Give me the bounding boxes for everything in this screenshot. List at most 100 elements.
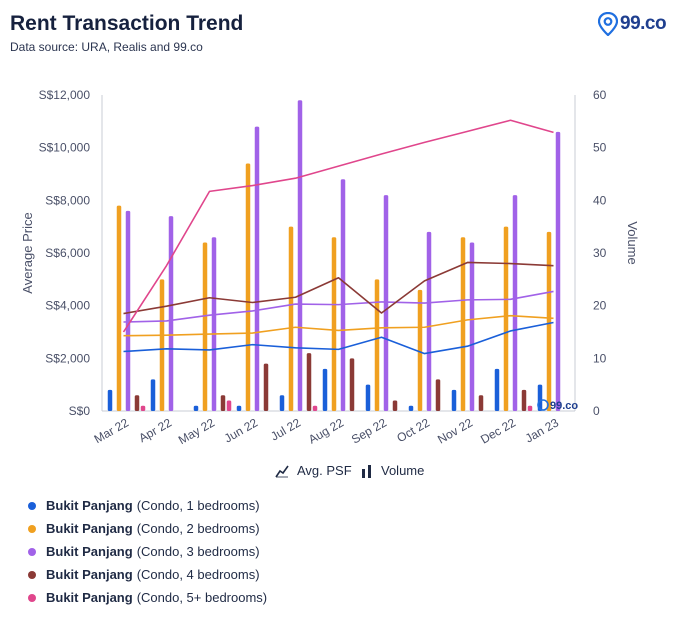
bar: [521, 389, 527, 411]
x-tick-label: Jul 22: [268, 415, 303, 443]
x-tick-label: Jun 22: [222, 415, 260, 445]
bar-chart-icon: [362, 464, 371, 478]
y-left-tick-label: S$0: [69, 404, 91, 418]
legend-dot-icon: [28, 524, 36, 533]
x-tick-label: Mar 22: [92, 415, 132, 446]
bar: [134, 395, 140, 411]
y-right-tick-label: 60: [593, 88, 607, 102]
bar: [193, 405, 199, 411]
bar: [116, 205, 122, 411]
y-right-tick-label: 30: [593, 246, 607, 260]
bar: [365, 384, 371, 411]
y-left-tick-label: S$8,000: [45, 193, 90, 207]
bar: [435, 379, 441, 411]
legend-item-detail: (Condo, 2 bedrooms): [136, 521, 260, 536]
legend-item[interactable]: Bukit Panjang (Condo, 5+ bedrooms): [28, 590, 267, 605]
bar: [383, 195, 389, 411]
legend-item[interactable]: Bukit Panjang (Condo, 2 bedrooms): [28, 521, 260, 536]
y-left-tick-label: S$4,000: [45, 299, 90, 313]
y-right-tick-label: 10: [593, 351, 607, 365]
legend-item[interactable]: Bukit Panjang (Condo, 4 bedrooms): [28, 567, 260, 582]
legend-dot-icon: [28, 570, 36, 579]
legend-dot-icon: [28, 547, 36, 556]
bar: [288, 226, 294, 411]
map-pin-icon: [598, 12, 618, 36]
y-left-tick-label: S$2,000: [45, 351, 90, 365]
series-line: [123, 314, 554, 337]
legend-item-name: Bukit Panjang: [46, 521, 133, 536]
y-right-tick-label: 0: [593, 404, 600, 418]
bar: [312, 405, 318, 411]
bar: [159, 279, 165, 411]
bar: [451, 389, 457, 411]
logo-wordmark: 99.co: [620, 13, 667, 34]
bar: [340, 179, 346, 411]
bar: [331, 237, 337, 411]
y-right-tick-label: 20: [593, 299, 607, 313]
legend-item-detail: (Condo, 4 bedrooms): [136, 567, 260, 582]
x-tick-label: Jan 23: [523, 415, 561, 445]
avg-psf-toggle[interactable]: Avg. PSF: [275, 463, 352, 478]
bar: [478, 395, 484, 411]
y-right-tick-label: 50: [593, 141, 607, 155]
bar: [211, 237, 217, 411]
watermark-pin-icon: [537, 399, 549, 411]
legend-item[interactable]: Bukit Panjang (Condo, 1 bedrooms): [28, 498, 260, 513]
y-left-tick-label: S$6,000: [45, 246, 90, 260]
bar: [512, 195, 518, 411]
bar: [168, 216, 174, 411]
x-tick-label: Dec 22: [478, 415, 518, 446]
bar: [125, 210, 131, 411]
brand-logo: 99.co: [598, 12, 667, 36]
volume-toggle[interactable]: Volume: [361, 463, 424, 478]
legend-dot-icon: [28, 593, 36, 602]
legend-item-detail: (Condo, 5+ bedrooms): [136, 590, 268, 605]
bar: [374, 279, 380, 411]
bar: [460, 237, 466, 411]
series-line: [122, 119, 554, 333]
x-tick-label: Sep 22: [349, 415, 389, 446]
legend-item-name: Bukit Panjang: [46, 544, 133, 559]
y-left-tick-label: S$12,000: [39, 88, 91, 102]
bar: [107, 389, 113, 411]
y-left-tick-label: S$10,000: [39, 141, 91, 155]
volume-label: Volume: [381, 463, 425, 478]
avg-psf-label: Avg. PSF: [297, 463, 352, 478]
legend-item-detail: (Condo, 3 bedrooms): [136, 544, 260, 559]
legend-item-name: Bukit Panjang: [46, 590, 133, 605]
bar: [527, 405, 533, 411]
bar: [254, 126, 260, 411]
bar: [140, 405, 146, 411]
rent-trend-chart: S$0 S$2,000 S$4,000 S$6,000 S$8,000 S$10,000 S…: [20, 88, 640, 447]
bar: [494, 368, 500, 411]
bar: [408, 405, 414, 411]
bar: [503, 226, 509, 411]
series-line: [123, 261, 554, 315]
line-chart-icon: [275, 465, 289, 477]
x-tick-label: Nov 22: [435, 415, 475, 446]
series-line: [123, 290, 554, 323]
legend-item[interactable]: Bukit Panjang (Condo, 3 bedrooms): [28, 544, 260, 559]
bar: [220, 395, 226, 411]
y-left-axis-title: Average Price: [20, 212, 35, 293]
watermark-wordmark: 99.co: [550, 400, 578, 412]
bar: [245, 163, 251, 411]
legend-item-name: Bukit Panjang: [46, 567, 133, 582]
x-tick-label: Apr 22: [136, 415, 174, 445]
page-title: Rent Transaction Trend: [10, 12, 244, 35]
bar: [306, 353, 312, 411]
legend-item-detail: (Condo, 1 bedrooms): [136, 498, 260, 513]
bar: [555, 131, 561, 411]
bar: [226, 400, 232, 411]
series-line: [123, 321, 554, 355]
legend-item-name: Bukit Panjang: [46, 498, 133, 513]
bar: [469, 242, 475, 411]
bar: [279, 395, 285, 411]
bar: [202, 242, 208, 411]
y-right-axis-title: Volume: [625, 221, 640, 264]
bar: [349, 358, 355, 411]
bar: [150, 379, 156, 411]
x-tick-label: May 22: [176, 415, 217, 447]
bar: [263, 363, 269, 411]
bar: [426, 231, 432, 411]
